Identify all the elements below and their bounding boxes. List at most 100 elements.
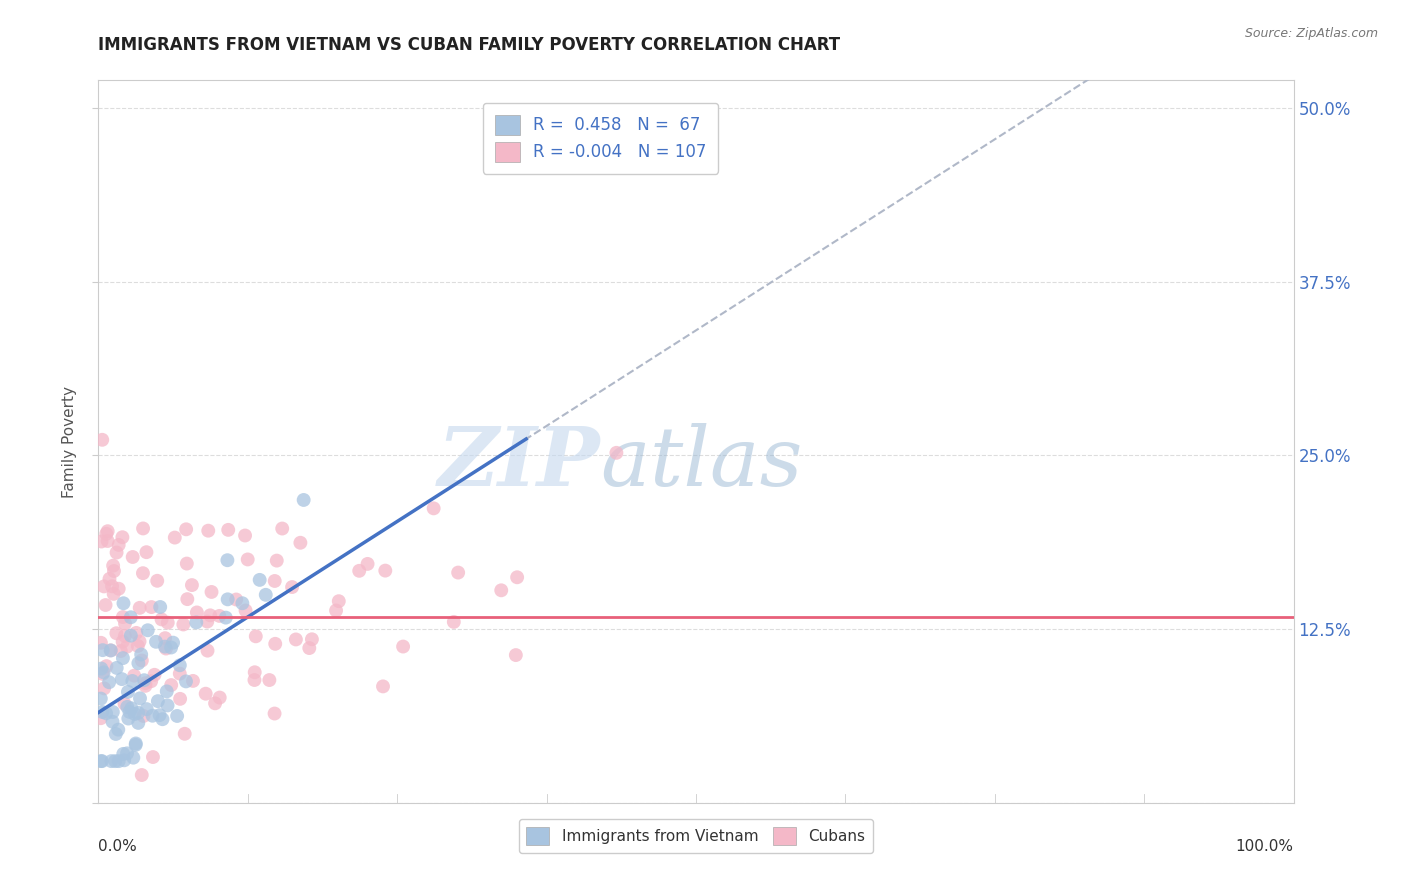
Point — [605, 446, 627, 460]
Point — [93, 681, 115, 696]
Point — [115, 640, 138, 654]
Point — [127, 657, 149, 671]
Point — [173, 727, 195, 741]
Point — [127, 639, 149, 653]
Text: 100.0%: 100.0% — [1236, 838, 1294, 854]
Point — [169, 691, 191, 706]
Point — [128, 634, 150, 648]
Point — [103, 564, 125, 578]
Point — [186, 606, 208, 620]
Point — [172, 617, 194, 632]
Point — [506, 570, 529, 584]
Point — [231, 596, 253, 610]
Point — [491, 583, 513, 598]
Point — [122, 668, 145, 682]
Point — [120, 629, 142, 643]
Point — [197, 643, 219, 657]
Point — [101, 714, 124, 729]
Point — [120, 610, 142, 624]
Point — [94, 706, 117, 721]
Point — [122, 750, 145, 764]
Point — [91, 643, 114, 657]
Point — [225, 592, 247, 607]
Point — [281, 580, 304, 594]
Point — [143, 668, 166, 682]
Point — [128, 600, 150, 615]
Point — [107, 538, 129, 552]
Point — [145, 635, 167, 649]
Point — [101, 558, 124, 573]
Point — [131, 653, 153, 667]
Point — [149, 600, 172, 615]
Point — [135, 702, 157, 716]
Point — [134, 679, 156, 693]
Point — [94, 598, 117, 612]
Point — [160, 640, 183, 655]
Point — [117, 699, 139, 714]
Point — [121, 673, 143, 688]
Point — [91, 666, 114, 681]
Point — [176, 592, 198, 607]
Point — [111, 634, 134, 648]
Point — [392, 640, 415, 654]
Point — [134, 676, 156, 690]
Point — [263, 574, 285, 588]
Point — [155, 641, 177, 656]
Point — [174, 522, 197, 536]
Point — [200, 608, 222, 623]
Point — [112, 596, 135, 610]
Point — [194, 687, 217, 701]
Point — [371, 680, 394, 694]
Text: IMMIGRANTS FROM VIETNAM VS CUBAN FAMILY POVERTY CORRELATION CHART: IMMIGRANTS FROM VIETNAM VS CUBAN FAMILY … — [98, 36, 841, 54]
Point — [125, 626, 148, 640]
Point — [197, 524, 219, 538]
Point — [541, 143, 564, 157]
Point — [100, 643, 122, 657]
Point — [96, 526, 118, 541]
Point — [132, 566, 155, 581]
Point — [152, 712, 174, 726]
Point — [142, 750, 165, 764]
Point — [97, 534, 120, 549]
Point — [208, 690, 231, 705]
Point — [235, 603, 257, 617]
Point — [174, 674, 197, 689]
Point — [195, 615, 218, 629]
Point — [98, 675, 121, 690]
Point — [160, 678, 183, 692]
Point — [101, 705, 124, 719]
Legend: Immigrants from Vietnam, Cubans: Immigrants from Vietnam, Cubans — [519, 819, 873, 853]
Point — [131, 768, 153, 782]
Point — [259, 673, 281, 687]
Point — [233, 528, 256, 542]
Text: Source: ZipAtlas.com: Source: ZipAtlas.com — [1244, 27, 1378, 40]
Point — [134, 673, 156, 688]
Point — [141, 600, 163, 615]
Point — [325, 603, 347, 617]
Point — [93, 665, 115, 680]
Point — [181, 578, 204, 592]
Point — [104, 754, 127, 768]
Point — [141, 674, 163, 689]
Point — [135, 545, 157, 559]
Point — [101, 579, 124, 593]
Point — [127, 715, 149, 730]
Point — [217, 523, 239, 537]
Point — [263, 706, 285, 721]
Point — [243, 665, 266, 680]
Point — [266, 553, 288, 567]
Point — [104, 727, 127, 741]
Point — [146, 694, 169, 708]
Point — [422, 501, 444, 516]
Point — [301, 632, 323, 647]
Point — [90, 691, 112, 706]
Point — [111, 530, 134, 544]
Point — [90, 534, 112, 549]
Point — [117, 685, 139, 699]
Point — [176, 557, 198, 571]
Point — [115, 747, 138, 761]
Point — [146, 574, 169, 588]
Point — [156, 615, 179, 630]
Point — [114, 616, 136, 631]
Text: atlas: atlas — [600, 423, 803, 503]
